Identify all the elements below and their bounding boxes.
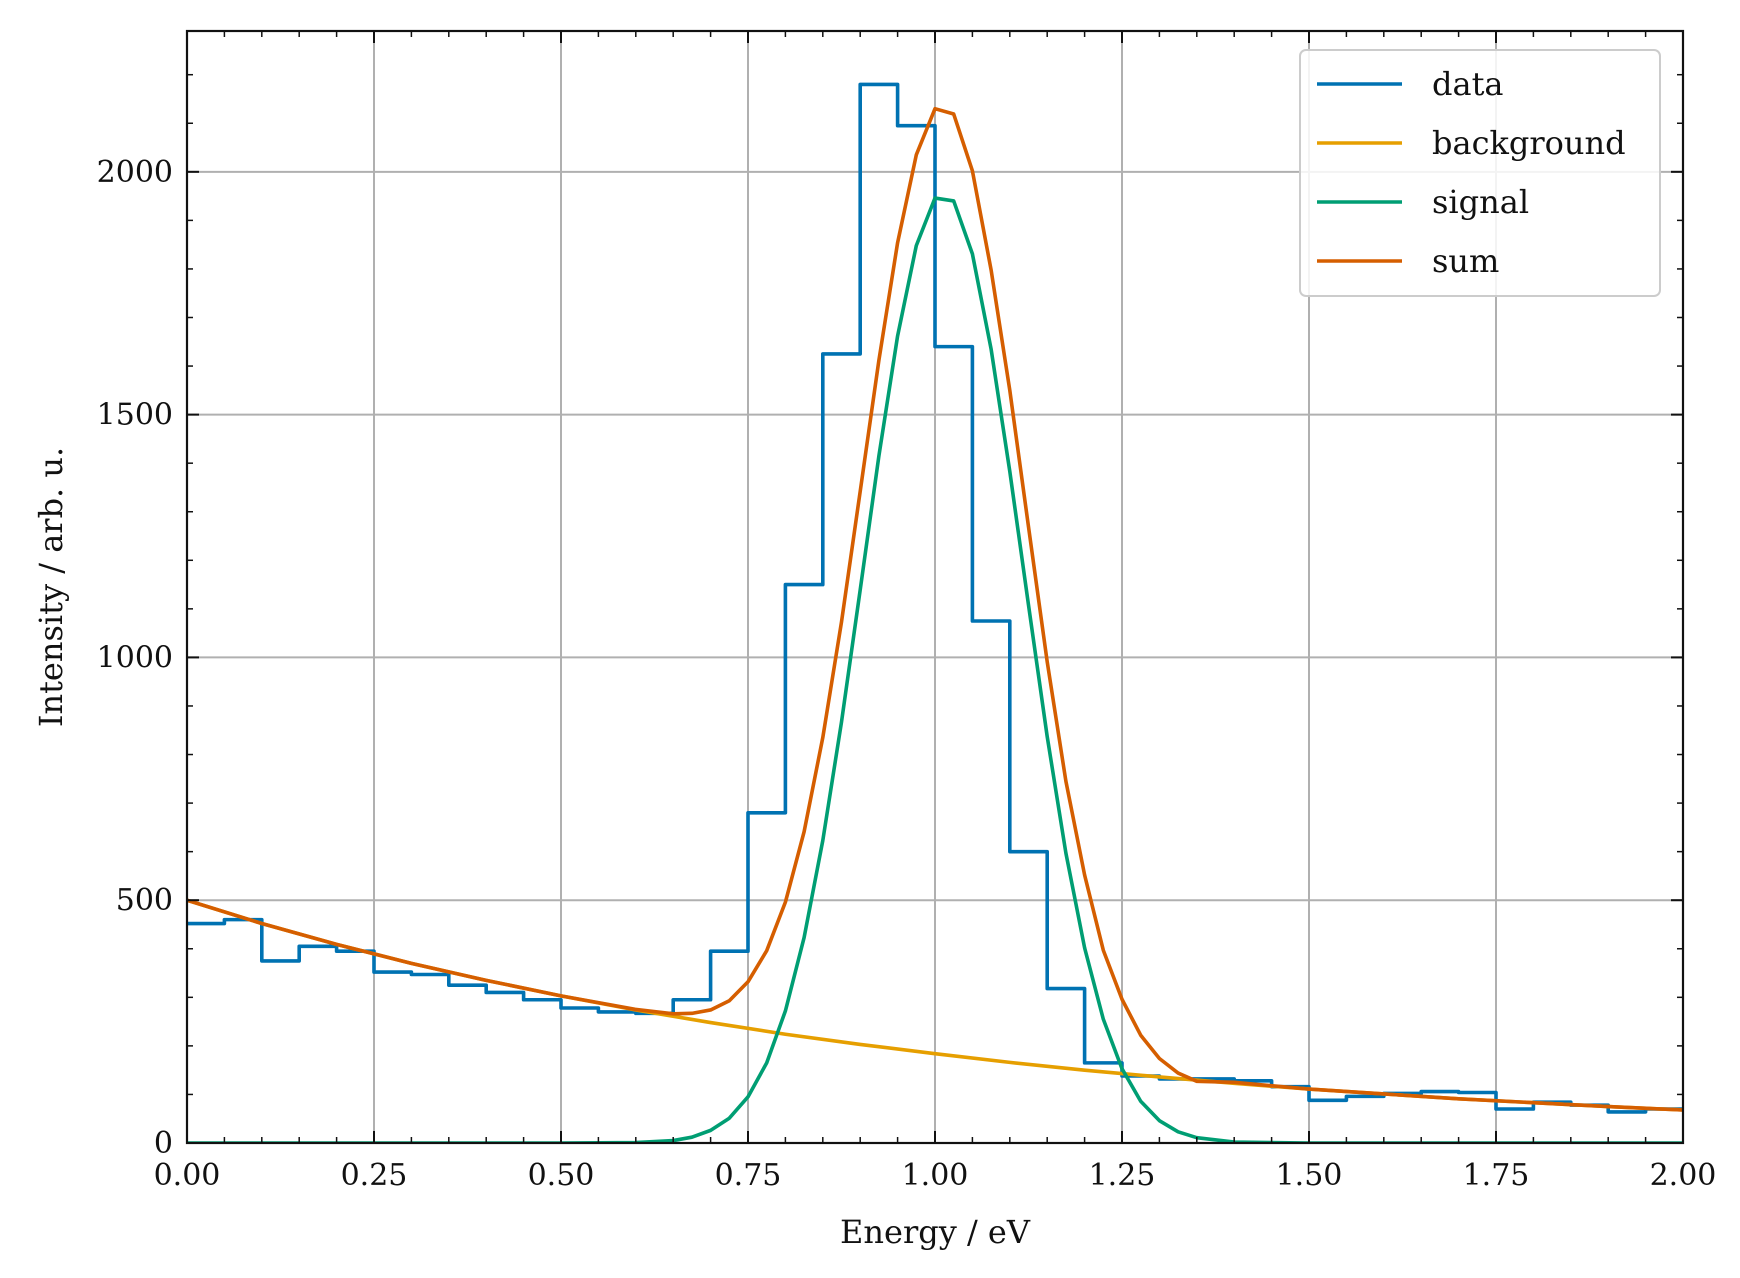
legend-entry-background: background [1317,124,1626,162]
x-tick-label: 1.50 [1276,1158,1343,1193]
x-tick-label: 1.75 [1463,1158,1530,1193]
x-axis-title: Energy / eV [840,1213,1031,1251]
y-axis-tick-labels: 0 500 1000 1500 2000 [97,155,173,1161]
legend-entry-sum: sum [1317,242,1499,280]
legend-label: signal [1432,183,1529,221]
series-signal [187,196,1683,1143]
legend-label: background [1432,124,1626,162]
x-tick-label: 0.75 [715,1158,782,1193]
y-tick-label: 2000 [97,155,173,190]
legend-label: data [1432,65,1504,103]
legend-entry-signal: signal [1317,183,1529,221]
y-tick-label: 1500 [97,398,173,433]
x-axis-tick-labels: 0.00 0.25 0.50 0.75 1.00 1.25 1.50 1.75 2.00 [154,1158,1717,1193]
x-tick-label: 1.00 [902,1158,969,1193]
legend-label: sum [1432,242,1499,280]
x-tick-label: 2.00 [1650,1158,1717,1193]
series-sum [187,106,1683,1112]
series-data [187,82,1683,1114]
x-tick-label: 0.25 [341,1158,408,1193]
y-tick-label: 1000 [97,640,173,675]
axis-ticks [186,31,1684,1144]
x-tick-label: 1.25 [1089,1158,1156,1193]
legend: data background signal sum [1299,49,1661,297]
y-axis-title: Intensity / arb. u. [32,447,70,727]
x-tick-label: 0.50 [528,1158,595,1193]
legend-box [1299,49,1661,297]
y-tick-label: 0 [154,1126,173,1161]
legend-entry-data: data [1317,65,1504,103]
x-tick-label: 0.00 [154,1158,221,1193]
plot-series [187,82,1683,1143]
y-tick-label: 500 [116,883,173,918]
